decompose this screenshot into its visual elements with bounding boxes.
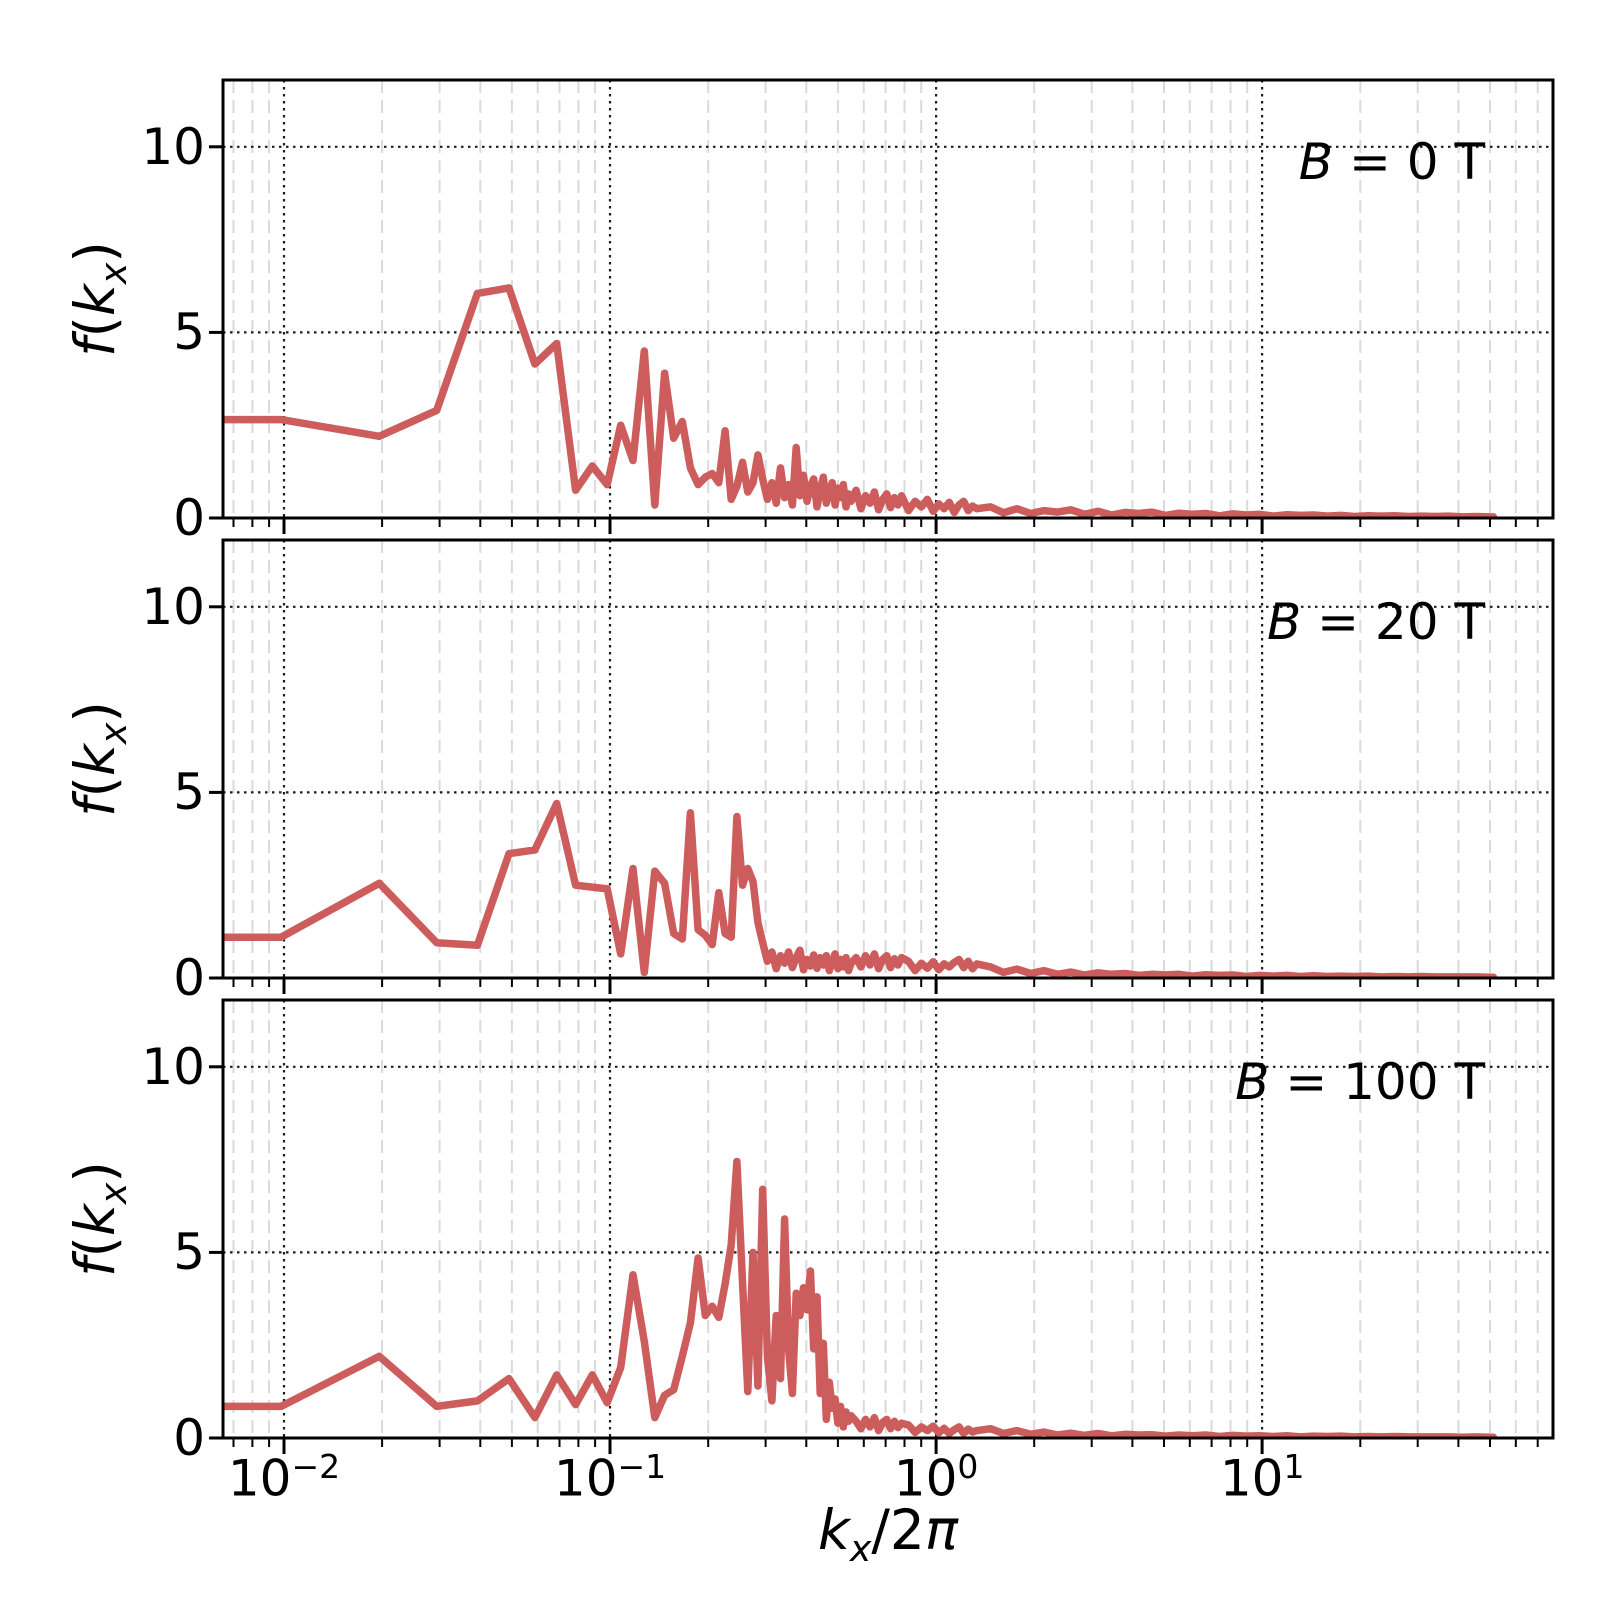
xlabel-divisor: /2: [871, 1498, 925, 1562]
x-axis-label: kx/2π: [818, 1501, 958, 1570]
panel-0: [209, 78, 1555, 534]
panel-title-value: = 100 T: [1269, 1053, 1485, 1111]
minor-grid: [232, 1000, 1539, 1438]
panel-2: [209, 998, 1555, 1454]
y-tick-label: 0: [173, 948, 205, 1007]
xlabel-k: k: [818, 1498, 850, 1562]
spectrum-line-0: [223, 284, 1498, 518]
y-tick-label: 0: [173, 1408, 205, 1467]
minor-grid: [232, 80, 1539, 518]
panel-spines: [221, 998, 1555, 1440]
y-tick-label: 5: [173, 1223, 205, 1282]
y-tick-label: 10: [141, 117, 205, 176]
y-ticks: [209, 605, 223, 980]
major-grid: [223, 80, 1553, 518]
y-tick-label: 10: [141, 1037, 205, 1096]
x-tick-label: 10−2: [227, 1447, 341, 1508]
major-grid: [223, 1000, 1553, 1438]
panel-title-1: B = 20 T: [885, 596, 1485, 649]
x-tick-label: 10−1: [553, 1447, 667, 1508]
panel-title-symbol: B: [1298, 133, 1334, 191]
panel-title-2: B = 100 T: [885, 1056, 1485, 1109]
x-ticks: [232, 518, 1539, 534]
y-tick-label: 10: [141, 577, 205, 636]
panel-title-0: B = 0 T: [885, 136, 1485, 189]
minor-grid: [232, 540, 1539, 978]
panel-title-symbol: B: [1235, 1053, 1270, 1111]
x-ticks: [232, 1438, 1539, 1454]
y-axis-label: f(kx): [62, 241, 135, 357]
spectrum-line-1: [223, 799, 1498, 978]
y-axis-label: f(kx): [62, 1161, 135, 1277]
panel-spines: [221, 78, 1555, 520]
major-grid: [223, 540, 1553, 978]
panel-title-symbol: B: [1266, 593, 1302, 651]
panel-title-value: = 0 T: [1333, 133, 1485, 191]
panel-1: [209, 538, 1555, 994]
panel-title-value: = 20 T: [1301, 593, 1485, 651]
y-tick-label: 5: [173, 763, 205, 822]
xlabel-sub-x: x: [849, 1527, 872, 1570]
y-ticks: [209, 1065, 223, 1440]
y-tick-label: 5: [173, 303, 205, 362]
panel-spines: [221, 538, 1555, 980]
y-tick-label: 0: [173, 488, 205, 547]
xlabel-pi: π: [924, 1498, 958, 1562]
y-axis-label: f(kx): [62, 701, 135, 817]
y-ticks: [209, 145, 223, 520]
x-tick-label: 101: [1219, 1447, 1305, 1508]
x-tick-label: 100: [893, 1447, 979, 1508]
spectrum-line-2: [223, 1157, 1498, 1438]
x-ticks: [232, 978, 1539, 994]
